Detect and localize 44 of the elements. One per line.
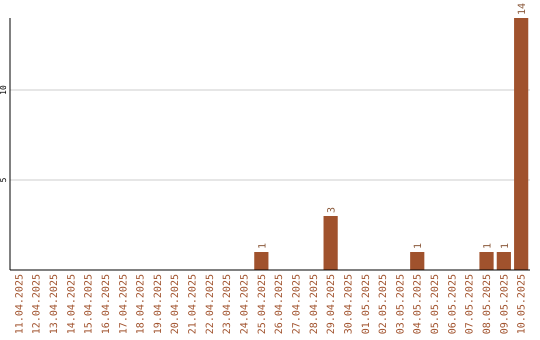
x-tick-label: 26.04.2025 bbox=[274, 274, 286, 334]
x-tick-label: 23.04.2025 bbox=[222, 274, 234, 334]
x-tick-label: 17.04.2025 bbox=[118, 274, 130, 334]
x-tick-label: 01.05.2025 bbox=[360, 274, 372, 334]
data-label: 1 bbox=[257, 242, 268, 249]
bar bbox=[496, 252, 511, 270]
x-tick-label: 07.05.2025 bbox=[464, 274, 476, 334]
x-tick-label: 29.04.2025 bbox=[326, 274, 338, 334]
x-tick-label: 02.05.2025 bbox=[378, 274, 390, 334]
x-tick-label: 22.04.2025 bbox=[204, 274, 216, 334]
x-tick-label: 18.04.2025 bbox=[136, 274, 147, 334]
x-tick-label: 13.04.2025 bbox=[48, 274, 60, 334]
data-label: 1 bbox=[482, 242, 494, 249]
x-tick-label: 30.04.2025 bbox=[343, 274, 354, 334]
x-tick-label: 09.05.2025 bbox=[499, 274, 510, 334]
x-tick-label: 15.04.2025 bbox=[84, 274, 95, 334]
x-tick-label: 28.04.2025 bbox=[308, 274, 320, 334]
bar bbox=[514, 18, 528, 270]
bar bbox=[410, 252, 424, 270]
x-tick-label: 19.04.2025 bbox=[152, 274, 164, 334]
x-tick-label: 04.05.2025 bbox=[412, 274, 424, 334]
data-label: 14 bbox=[517, 2, 528, 15]
bar bbox=[324, 216, 338, 270]
x-tick-label: 03.05.2025 bbox=[395, 274, 406, 334]
x-tick-label: 16.04.2025 bbox=[100, 274, 112, 334]
x-tick-label: 11.04.2025 bbox=[14, 274, 26, 334]
bar bbox=[254, 252, 268, 270]
x-tick-label: 14.04.2025 bbox=[66, 274, 78, 334]
y-tick-label: 10 bbox=[0, 85, 8, 95]
x-tick-label: 25.04.2025 bbox=[256, 274, 268, 334]
data-label: 3 bbox=[326, 206, 338, 213]
bar bbox=[479, 252, 494, 270]
x-tick-label: 20.04.2025 bbox=[170, 274, 182, 334]
x-tick-label: 27.04.2025 bbox=[291, 274, 302, 334]
x-tick-label: 24.04.2025 bbox=[240, 274, 251, 334]
x-tick-label: 12.04.2025 bbox=[32, 274, 43, 334]
y-tick-label: 5 bbox=[0, 177, 8, 182]
x-tick-label: 05.05.2025 bbox=[430, 274, 442, 334]
x-tick-label: 10.05.2025 bbox=[516, 274, 528, 334]
data-label: 1 bbox=[413, 242, 424, 249]
x-tick-label: 08.05.2025 bbox=[482, 274, 494, 334]
data-label: 1 bbox=[500, 242, 511, 249]
x-tick-label: 06.05.2025 bbox=[447, 274, 458, 334]
x-tick-label: 21.04.2025 bbox=[188, 274, 199, 334]
